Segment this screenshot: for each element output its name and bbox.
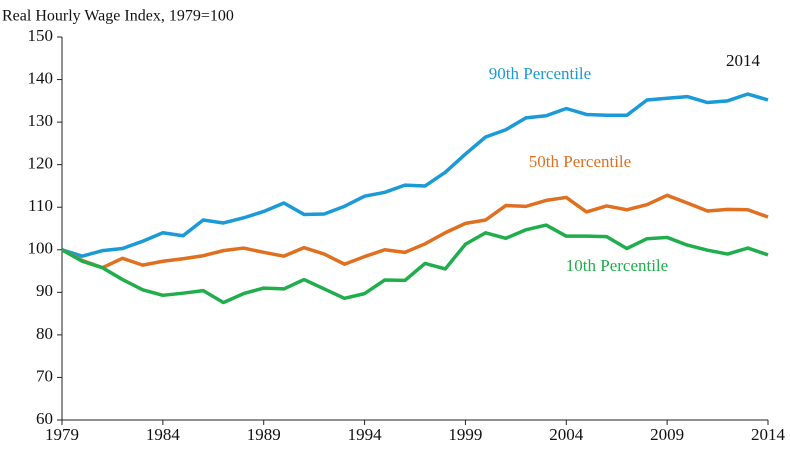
- y-tick-label: 130: [28, 111, 54, 130]
- y-tick-label: 110: [28, 196, 53, 215]
- y-tick-label: 120: [28, 154, 54, 173]
- y-tick-label: 140: [28, 68, 54, 87]
- y-tick-label: 80: [36, 324, 53, 343]
- y-tick-label: 60: [36, 409, 53, 428]
- subtitle: Real Hourly Wage Index, 1979=100: [2, 8, 234, 25]
- series-line: [61, 223, 769, 305]
- y-tick-label: 90: [36, 281, 53, 300]
- series-line: [61, 92, 769, 258]
- y-tick-label: 100: [28, 239, 54, 258]
- y-tick-label: 150: [28, 26, 54, 45]
- x-tick-label: 2014: [751, 425, 786, 444]
- x-tick-label: 2009: [650, 425, 684, 444]
- x-tick-label: 1989: [247, 425, 281, 444]
- y-tick-label: 70: [36, 366, 53, 385]
- series-line: [61, 193, 769, 270]
- x-tick-label: 1999: [448, 425, 482, 444]
- x-tick-label: 1984: [146, 425, 181, 444]
- x-tick-label: 1994: [348, 425, 383, 444]
- series-label: 90th Percentile: [489, 64, 591, 83]
- annotation: 2014: [726, 51, 761, 70]
- x-tick-label: 1979: [45, 425, 79, 444]
- x-tick-label: 2004: [549, 425, 584, 444]
- series-label: 10th Percentile: [566, 256, 668, 275]
- series-label: 50th Percentile: [529, 152, 631, 171]
